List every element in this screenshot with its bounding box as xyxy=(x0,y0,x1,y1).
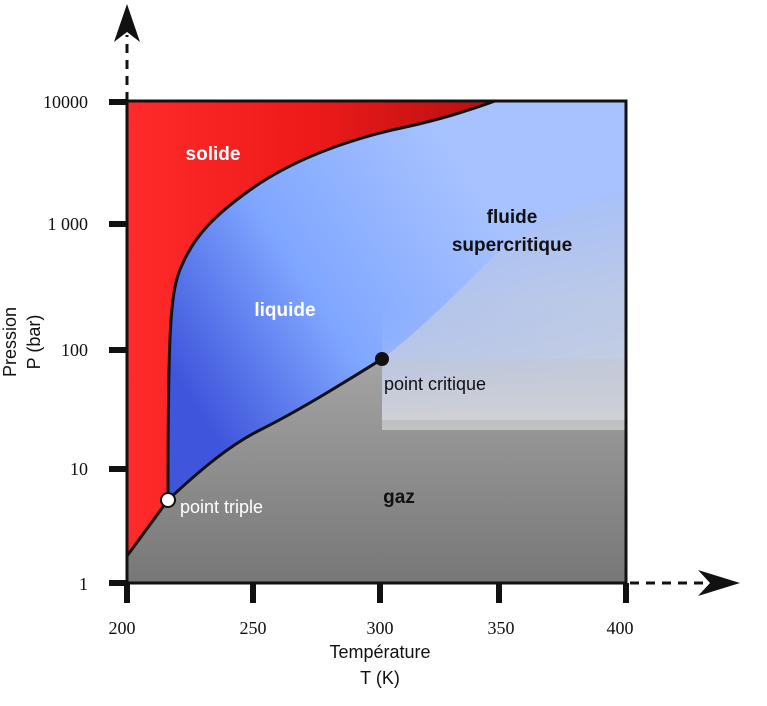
y-axis-arrow-icon xyxy=(114,4,140,42)
solid-label: solide xyxy=(186,144,241,165)
critical-point-marker xyxy=(375,352,389,366)
y-tick-label-10000: 10000 xyxy=(43,92,88,112)
supercritical-label-line1: fluide xyxy=(487,207,538,228)
x-tick-label-300: 300 xyxy=(367,618,394,638)
y-axis-title: Pression xyxy=(0,307,20,377)
x-tick-label-350: 350 xyxy=(488,618,515,638)
x-axis-unit: T (K) xyxy=(360,668,400,688)
sublimation-curve xyxy=(125,499,170,557)
x-ticks xyxy=(124,583,629,603)
gas-label: gaz xyxy=(383,487,415,508)
triple-point-marker xyxy=(160,492,176,508)
x-axis-arrow-icon xyxy=(698,570,740,596)
gas-supercritical-blend xyxy=(382,300,626,430)
solid-region xyxy=(127,101,495,556)
critical-point-label: point critique xyxy=(384,374,486,394)
y-tick-label-100: 100 xyxy=(61,340,88,360)
y-tick-label-10: 10 xyxy=(70,459,88,479)
x-tick-label-250: 250 xyxy=(240,618,267,638)
x-tick-label-200: 200 xyxy=(109,618,136,638)
x-tick-label-400: 400 xyxy=(607,618,634,638)
fusion-curve xyxy=(166,99,496,501)
y-axis-unit: P (bar) xyxy=(24,315,44,370)
supercritical-label-line2: supercritique xyxy=(452,235,572,256)
liquid-label: liquide xyxy=(254,300,315,321)
y-tick-label-1: 1 xyxy=(79,574,88,594)
y-tick-label-1000: 1 000 xyxy=(48,214,89,234)
triple-point-label: point triple xyxy=(180,497,263,517)
x-axis-title: Température xyxy=(329,642,430,662)
vaporization-curve xyxy=(166,357,383,502)
plot-frame xyxy=(125,99,628,585)
y-ticks xyxy=(109,99,127,586)
